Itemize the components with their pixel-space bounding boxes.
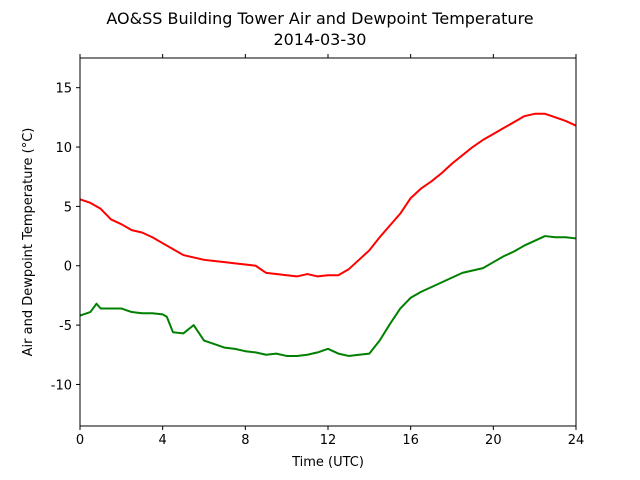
plot-lines xyxy=(79,112,577,357)
chart-subtitle: 2014-03-30 xyxy=(274,30,367,49)
x-tick-label: 20 xyxy=(485,433,502,448)
series-line-1 xyxy=(79,235,577,357)
x-tick-label: 4 xyxy=(159,433,167,448)
y-tick-label: 15 xyxy=(55,82,72,97)
x-tick-label: 12 xyxy=(320,433,337,448)
y-tick-label: -10 xyxy=(51,378,72,393)
x-tick-label: 24 xyxy=(568,433,585,448)
chart-title: AO&SS Building Tower Air and Dewpoint Te… xyxy=(106,9,533,28)
y-tick-label: 5 xyxy=(64,200,72,215)
y-tick-label: -5 xyxy=(59,319,72,334)
x-tick-label: 0 xyxy=(76,433,84,448)
y-axis-label: Air and Dewpoint Temperature (°C) xyxy=(21,128,36,357)
x-axis-label: Time (UTC) xyxy=(291,455,364,470)
y-tick-label: 0 xyxy=(64,260,72,275)
axis-ticks: 0 4 8 12 16 20 24 -10 -5 0 5 10 15 xyxy=(51,54,585,448)
y-tick-label: 10 xyxy=(55,141,72,156)
x-tick-label: 8 xyxy=(241,433,249,448)
plot-frame xyxy=(79,57,577,427)
series-line-0 xyxy=(79,112,577,278)
x-tick-label: 16 xyxy=(402,433,419,448)
